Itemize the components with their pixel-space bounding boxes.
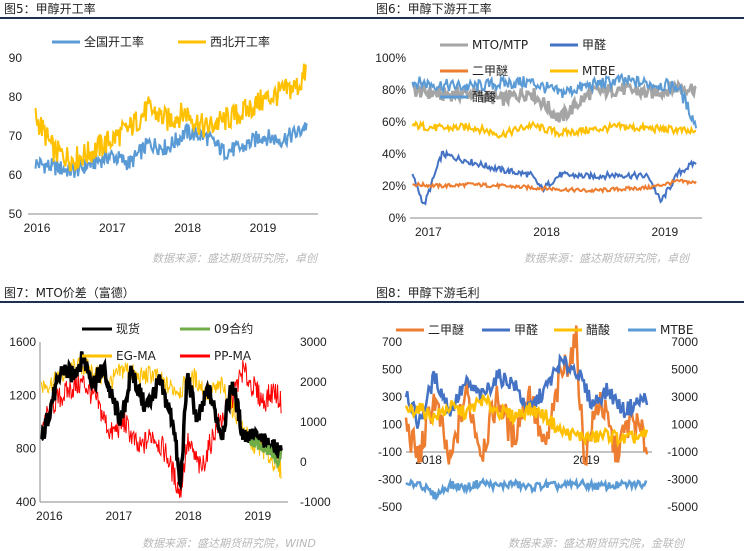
y-tick-label: 80% — [382, 83, 406, 97]
x-tick-label: 2019 — [244, 509, 271, 523]
y-tick-label-right: -5000 — [667, 500, 698, 514]
y-tick-label-right: 1000 — [300, 415, 327, 429]
y-tick-label: 60 — [9, 168, 23, 182]
panel-title: 图6：甲醇下游开工率 — [376, 2, 492, 16]
y-tick-label: 80 — [9, 90, 23, 104]
y-tick-label: 20% — [382, 179, 406, 193]
y-tick-label: 60% — [382, 115, 406, 129]
legend-mtbe-label: MTBE — [660, 323, 694, 337]
panel-title: 图5：甲醇开工率 — [4, 2, 96, 16]
title-rule — [372, 17, 744, 19]
series-line-0 — [34, 122, 308, 178]
legend-formaldehyde-label: 甲醛 — [514, 322, 538, 337]
legend-formaldehyde-label: 甲醛 — [582, 37, 606, 52]
chart-downstream-operating-rate: 0% 20% 40% 60% 80% 100% 2017 2018 2019 MTO/MTP 甲醛二… — [375, 37, 702, 239]
x-tick-label: 2019 — [651, 225, 678, 239]
series-line-2 — [404, 392, 649, 448]
y-tick-label-right: 3000 — [300, 335, 327, 349]
series-line-3 — [411, 120, 697, 139]
y-tick-label-right: 3000 — [671, 390, 698, 404]
y-tick-label-right: 5000 — [671, 363, 698, 377]
y-tick-label-right: -1000 — [667, 445, 698, 459]
chart-source: 数据来源：盛达期货研究院，卓创 — [524, 252, 689, 265]
x-tick-label: 2017 — [106, 509, 133, 523]
chart-mto-spread: 400 800 1200 1600 -1000 0 1000 2000 3000 2016 2017… — [9, 321, 331, 523]
y-tick-label-left: 1600 — [9, 335, 36, 349]
legend-09-contract-label: 09合约 — [214, 321, 253, 336]
y-tick-label-right: -3000 — [667, 473, 698, 487]
series-line-2 — [412, 178, 697, 195]
y-tick-label: 40% — [382, 147, 406, 161]
legend-dme-label: 二甲醚 — [428, 323, 464, 337]
y-tick-label-left: 800 — [16, 442, 36, 456]
title-rule — [372, 301, 744, 303]
x-tick-label: 2017 — [99, 221, 126, 235]
y-tick-label-right: 1000 — [671, 418, 698, 432]
panel-methanol-operating-rate: 图5：甲醇开工率 50 60 70 80 90 2016 2017 2018 2019 全国开工率… — [0, 0, 372, 270]
y-tick-label: 50 — [9, 207, 23, 221]
y-tick-label-left: 500 — [382, 363, 402, 377]
y-tick-label-left: 1200 — [9, 388, 36, 402]
legend-mto-label: MTO/MTP — [472, 38, 528, 52]
y-tick-label-left: 100 — [382, 418, 402, 432]
y-tick-label-right: -1000 — [300, 495, 331, 509]
series-line-4 — [411, 72, 698, 129]
y-tick-label-right: 0 — [300, 455, 307, 469]
legend-mtbe-label: MTBE — [582, 64, 616, 78]
series-line-1 — [411, 148, 697, 206]
series-line-3 — [40, 360, 282, 498]
series-line-1 — [34, 63, 308, 172]
legend-northwest-label: 西北开工率 — [210, 34, 270, 49]
chart-methanol-operating-rate: 50 60 70 80 90 2016 2017 2018 2019 全国开工率 西北开工率 — [9, 34, 318, 235]
x-tick-label: 2018 — [175, 509, 202, 523]
y-tick-label-left: 400 — [16, 495, 36, 509]
x-tick-label: 2017 — [415, 225, 442, 239]
chart-source: 数据来源：盛达期货研究院，金联创 — [508, 537, 684, 550]
title-rule — [0, 17, 372, 19]
series-line-0 — [404, 325, 649, 466]
series-line-3 — [405, 476, 648, 502]
x-tick-label: 2016 — [36, 509, 63, 523]
x-tick-label: 2016 — [24, 221, 51, 235]
title-rule — [0, 301, 372, 303]
y-tick-label-left: -100 — [378, 445, 402, 459]
y-tick-label: 0% — [389, 211, 407, 225]
legend-eg-ma-label: EG-MA — [116, 349, 157, 363]
legend-spot-label: 现货 — [116, 321, 140, 336]
series-line-0 — [40, 351, 283, 492]
chart-source: 数据来源：盛达期货研究院，卓创 — [152, 252, 317, 265]
legend-pp-ma-label: PP-MA — [214, 349, 252, 363]
y-tick-label-left: 300 — [382, 390, 402, 404]
panel-downstream-margin: 图8：甲醇下游毛利 -500 -300 -100 100 300 500 700 -5000-… — [372, 284, 744, 551]
legend-national-label: 全国开工率 — [84, 34, 144, 49]
legend-acetic-label: 醋酸 — [472, 89, 496, 104]
y-tick-label-right: 2000 — [300, 375, 327, 389]
x-tick-label: 2018 — [174, 221, 201, 235]
chart-source: 数据来源：盛达期货研究院，WIND — [142, 537, 316, 550]
panel-downstream-operating-rate: 图6：甲醇下游开工率 0% 20% 40% 60% 80% 100% 2017 2018 201… — [372, 0, 744, 270]
y-tick-label-left: -500 — [378, 500, 402, 514]
y-tick-label: 70 — [9, 129, 23, 143]
panel-mto-spread: 图7：MTO价差（富德） 400 800 1200 1600 -1000 0 1000 200… — [0, 284, 372, 551]
y-tick-label-left: -300 — [378, 473, 402, 487]
chart-downstream-margin: -500 -300 -100 100 300 500 700 -5000 -3000 -1000 1… — [378, 322, 698, 514]
legend-acetic-label: 醋酸 — [586, 322, 610, 337]
y-tick-label: 90 — [9, 51, 23, 65]
legend-dme-label: 二甲醚 — [472, 64, 508, 78]
x-tick-label: 2018 — [533, 225, 560, 239]
y-tick-label-right: 7000 — [671, 335, 698, 349]
panel-title: 图7：MTO价差（富德） — [4, 286, 135, 300]
y-tick-label-left: 700 — [382, 335, 402, 349]
panel-title: 图8：甲醇下游毛利 — [376, 286, 480, 300]
series-line-1 — [248, 436, 283, 469]
x-tick-label: 2019 — [250, 221, 277, 235]
y-tick-label: 100% — [375, 51, 406, 65]
